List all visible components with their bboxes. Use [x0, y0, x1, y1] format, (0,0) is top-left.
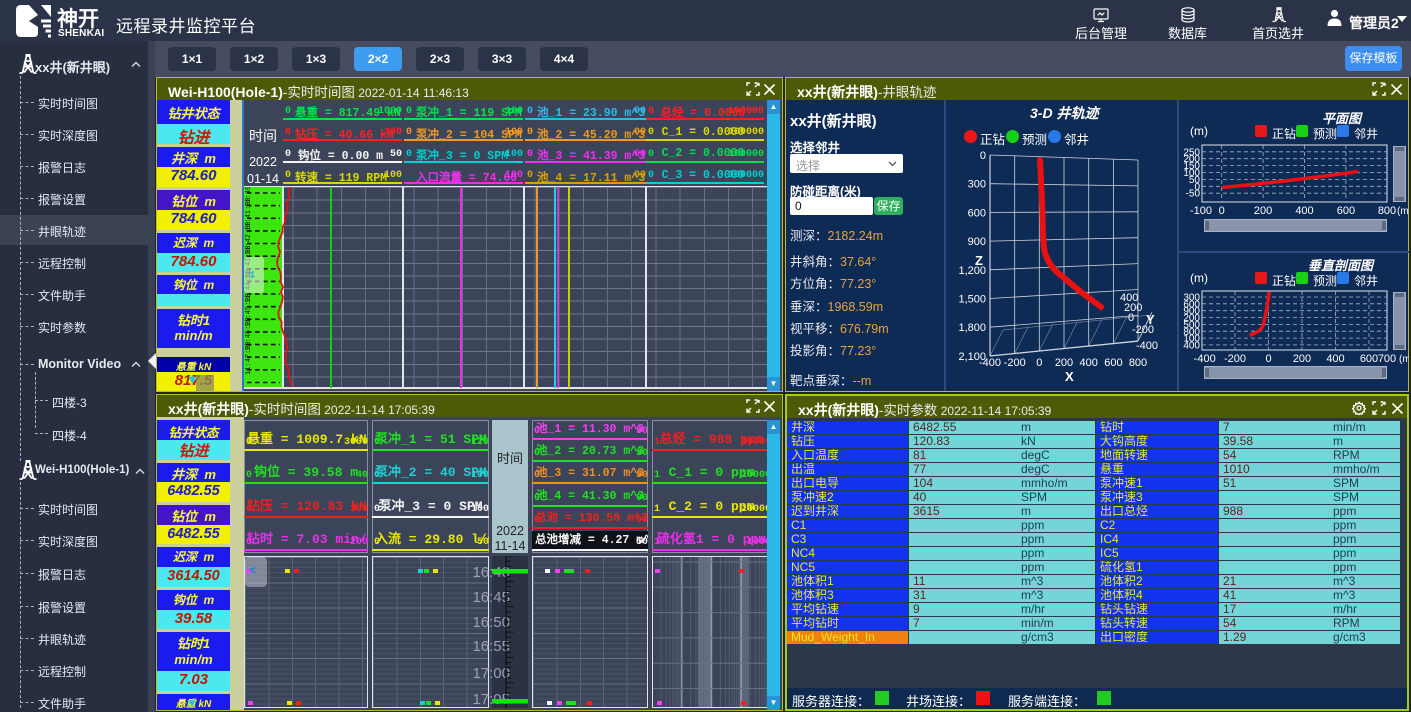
svg-text:11:40:00: 11:40:00 — [245, 187, 253, 207]
svg-text:400: 400 — [1080, 357, 1098, 369]
svg-text:600: 600 — [968, 207, 986, 219]
svg-text:400: 400 — [1120, 292, 1138, 304]
svg-text:600: 600 — [1337, 205, 1355, 217]
svg-text:-200: -200 — [1132, 324, 1154, 336]
svg-text:-100: -100 — [1190, 205, 1212, 217]
svg-text:50: 50 — [1189, 175, 1201, 186]
svg-text:400: 400 — [1183, 340, 1200, 351]
svg-text:-200: -200 — [1224, 353, 1246, 365]
svg-text:X: X — [1065, 369, 1074, 384]
svg-text:-50: -50 — [1186, 189, 1201, 200]
svg-text:500: 500 — [1183, 320, 1200, 331]
svg-text:200: 200 — [1183, 313, 1200, 324]
svg-text:11:46:00: 11:46:00 — [245, 317, 253, 351]
svg-text:11:45:00: 11:45:00 — [245, 293, 253, 327]
svg-text:1,800: 1,800 — [958, 322, 986, 334]
svg-text:100: 100 — [1183, 334, 1200, 345]
svg-text:0: 0 — [1128, 312, 1134, 324]
svg-text:1,500: 1,500 — [958, 294, 986, 306]
svg-text:200: 200 — [1183, 154, 1200, 165]
svg-text:600: 600 — [1360, 353, 1378, 365]
svg-text:200: 200 — [1124, 302, 1142, 314]
svg-text:600: 600 — [1104, 357, 1122, 369]
svg-text:11:41:00: 11:41:00 — [245, 197, 253, 231]
svg-text:0: 0 — [1265, 353, 1271, 365]
svg-text:(m): (m) — [1397, 206, 1409, 217]
svg-text:-400: -400 — [1194, 353, 1216, 365]
svg-text:900: 900 — [1183, 306, 1200, 317]
svg-text:-200: -200 — [1004, 357, 1026, 369]
svg-text:11:42:00: 11:42:00 — [245, 221, 253, 255]
svg-text:11:47:00: 11:47:00 — [245, 341, 253, 375]
svg-text:100: 100 — [1183, 168, 1200, 179]
svg-text:200: 200 — [1293, 353, 1311, 365]
svg-text:0: 0 — [1219, 205, 1225, 217]
svg-text:1,200: 1,200 — [958, 265, 986, 277]
svg-text:-400: -400 — [1136, 340, 1158, 352]
svg-text:(m): (m) — [1399, 354, 1409, 365]
svg-text:250: 250 — [1183, 147, 1200, 158]
svg-text:2,100: 2,100 — [958, 351, 986, 363]
svg-text:900: 900 — [968, 236, 986, 248]
svg-text:Y: Y — [1146, 312, 1155, 327]
svg-text:200: 200 — [1254, 205, 1272, 217]
svg-text:600: 600 — [1183, 299, 1200, 310]
svg-text:300: 300 — [1183, 293, 1200, 304]
svg-text:0: 0 — [1036, 357, 1042, 369]
svg-text:800: 800 — [1129, 357, 1147, 369]
svg-text:800: 800 — [1378, 205, 1396, 217]
svg-text:800: 800 — [1183, 327, 1200, 338]
svg-text:0: 0 — [1194, 182, 1200, 193]
svg-text:150: 150 — [1183, 161, 1200, 172]
svg-text:300: 300 — [968, 179, 986, 191]
svg-text:700: 700 — [1378, 353, 1396, 365]
svg-text:0: 0 — [980, 150, 986, 162]
svg-text:Z: Z — [975, 253, 983, 268]
svg-text:200: 200 — [1055, 357, 1073, 369]
svg-text:400: 400 — [1295, 205, 1313, 217]
svg-text:-400: -400 — [979, 357, 1001, 369]
svg-text:400: 400 — [1326, 353, 1344, 365]
